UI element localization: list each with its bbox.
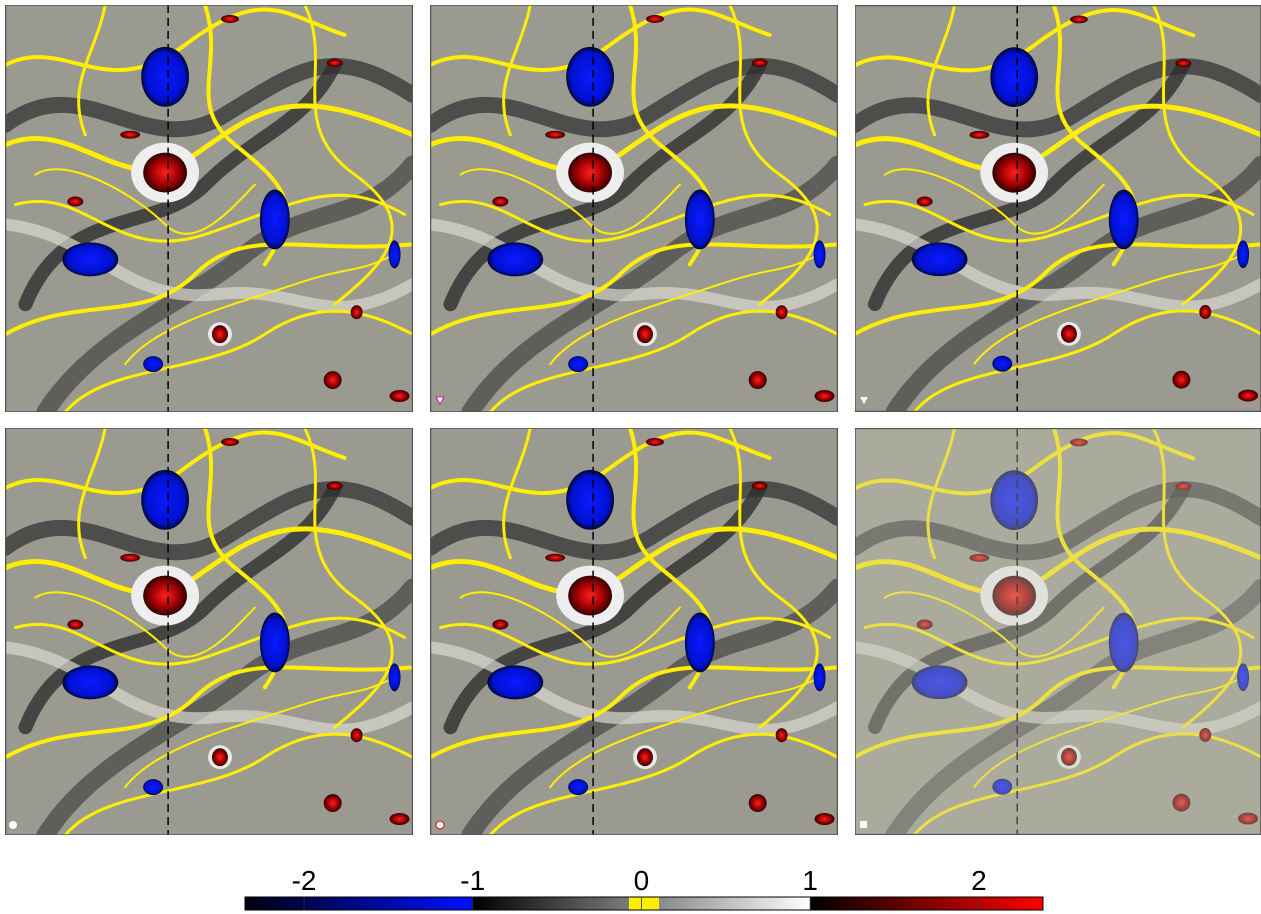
colorbar-gradient (244, 896, 1044, 911)
panel-marker (860, 821, 867, 828)
panel-marker (9, 821, 17, 829)
panel-tint (856, 429, 1260, 834)
panel-marker (435, 396, 445, 405)
tick-label: 1 (802, 865, 818, 896)
tick-label: -2 (292, 865, 317, 896)
panel-marker (435, 820, 445, 830)
panel (6, 428, 413, 835)
panels (6, 5, 1261, 835)
panel (6, 5, 413, 412)
panel (431, 5, 838, 412)
panel (855, 6, 1261, 412)
tick-label: 2 (971, 865, 987, 896)
tick-label: 0 (634, 865, 650, 896)
panel (431, 428, 838, 835)
colorbar: -2 -1 0 1 2 (244, 865, 1044, 911)
tick-label: -1 (460, 865, 485, 896)
panel-marker (860, 397, 868, 404)
